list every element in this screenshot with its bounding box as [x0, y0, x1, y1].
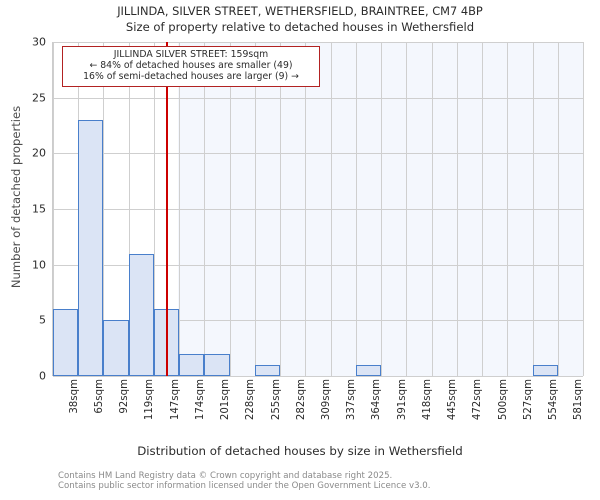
gridline-vertical — [532, 42, 534, 376]
gridline-vertical — [482, 42, 484, 376]
x-axis-tick-label: 527sqm — [522, 379, 534, 421]
gridline-vertical — [557, 42, 559, 376]
y-axis-ticks: 0 5 10 15 20 25 30 — [0, 36, 600, 383]
gridline-vertical — [330, 42, 332, 376]
gridline-vertical — [280, 42, 282, 376]
gridline-vertical — [103, 42, 105, 376]
gridline-vertical — [53, 42, 54, 376]
property-annotation-box: JILLINDA SILVER STREET: 159sqm ← 84% of … — [62, 46, 320, 87]
x-axis-tick-label: 282sqm — [295, 379, 307, 421]
y-axis-tick-label: 15 — [32, 202, 46, 216]
y-axis-tick-label: 0 — [39, 369, 46, 383]
histogram-bar — [78, 119, 104, 376]
gridline-vertical — [507, 42, 509, 376]
gridline-vertical — [153, 42, 155, 376]
x-axis-tick-label: 65sqm — [93, 379, 105, 414]
histogram-bar — [128, 253, 154, 376]
gridline-vertical — [355, 42, 357, 376]
y-axis-tick-label: 30 — [32, 35, 46, 49]
histogram-bar — [204, 353, 230, 376]
y-axis-title: Number of detached properties — [9, 105, 23, 289]
gridline-vertical — [381, 42, 383, 376]
gridline-vertical — [583, 42, 584, 376]
histogram-bar — [103, 320, 129, 376]
x-axis-tick-label: 309sqm — [321, 379, 332, 421]
x-axis-tick-label: 38sqm — [68, 379, 80, 414]
y-axis-tick-label: 5 — [39, 313, 46, 327]
x-axis-tick-label: 228sqm — [245, 379, 257, 421]
x-axis-tick-label: 500sqm — [497, 379, 509, 421]
y-axis-tick-label: 10 — [32, 258, 46, 272]
x-axis-tick-label: 174sqm — [194, 379, 206, 421]
gridline-vertical — [406, 42, 408, 376]
gridline-vertical — [229, 42, 231, 376]
x-axis-tick-label: 201sqm — [220, 379, 232, 421]
histogram-bars — [53, 42, 583, 376]
y-axis-tick-label: 25 — [32, 91, 46, 105]
gridline-vertical — [204, 42, 206, 376]
x-axis-tick-label: 472sqm — [472, 379, 484, 421]
gridlines — [53, 42, 584, 377]
x-axis-tick-label: 445sqm — [447, 379, 459, 421]
annotation-line-1: JILLINDA SILVER STREET: 159sqm — [113, 49, 269, 60]
x-axis-tick-label: 337sqm — [346, 379, 358, 421]
x-axis-tick-label: 391sqm — [396, 379, 408, 421]
footer-line-2: Contains public sector information licen… — [58, 481, 431, 492]
x-axis-tick-label: 255sqm — [270, 379, 282, 421]
x-axis-title: Distribution of detached houses by size … — [137, 444, 463, 458]
plot-area — [52, 42, 584, 377]
property-marker-line — [166, 42, 168, 376]
x-axis-tick-label: 581sqm — [573, 379, 585, 421]
gridline-horizontal — [53, 264, 583, 266]
page-title: JILLINDA, SILVER STREET, WETHERSFIELD, B… — [117, 4, 483, 18]
chart-title-block: JILLINDA, SILVER STREET, WETHERSFIELD, B… — [0, 3, 600, 36]
gridline-horizontal — [53, 376, 583, 377]
chart-subtitle: Size of property relative to detached ho… — [125, 20, 475, 34]
gridline-horizontal — [53, 97, 583, 99]
footer-attribution: Contains HM Land Registry data © Crown c… — [58, 471, 578, 492]
x-axis-tick-label: 147sqm — [169, 379, 181, 421]
x-axis-tick-label: 364sqm — [371, 379, 383, 421]
annotation-line-2: ← 84% of detached houses are smaller (49… — [89, 60, 293, 72]
x-axis-tick-label: 92sqm — [119, 379, 131, 414]
x-axis-ticks: 38sqm 65sqm 92sqm 119sqm 147sqm 174sqm 201sqm 2… — [52, 379, 585, 441]
gridline-vertical — [128, 42, 130, 376]
annotation-line-3: 16% of semi-detached houses are larger (… — [83, 71, 299, 83]
x-axis-tick-label: 554sqm — [548, 379, 560, 421]
gridline-vertical — [431, 42, 433, 376]
gridline-horizontal — [53, 320, 583, 322]
histogram-bar — [532, 364, 558, 376]
histogram-bar — [53, 309, 79, 376]
gridline-horizontal — [53, 153, 583, 155]
x-axis-tick-label: 119sqm — [144, 379, 156, 421]
gridline-vertical — [456, 42, 458, 376]
x-axis-tick-label: 418sqm — [421, 379, 433, 421]
histogram-bar — [355, 364, 382, 376]
y-axis-tick-label: 20 — [32, 146, 46, 160]
histogram-bar — [179, 353, 205, 376]
gridline-vertical — [254, 42, 256, 376]
footer-line-1: Contains HM Land Registry data © Crown c… — [58, 471, 393, 481]
gridline-horizontal — [53, 42, 583, 43]
gridline-vertical — [179, 42, 181, 376]
gridline-vertical — [305, 42, 307, 376]
gridline-horizontal — [53, 209, 583, 210]
histogram-bar — [254, 364, 281, 376]
